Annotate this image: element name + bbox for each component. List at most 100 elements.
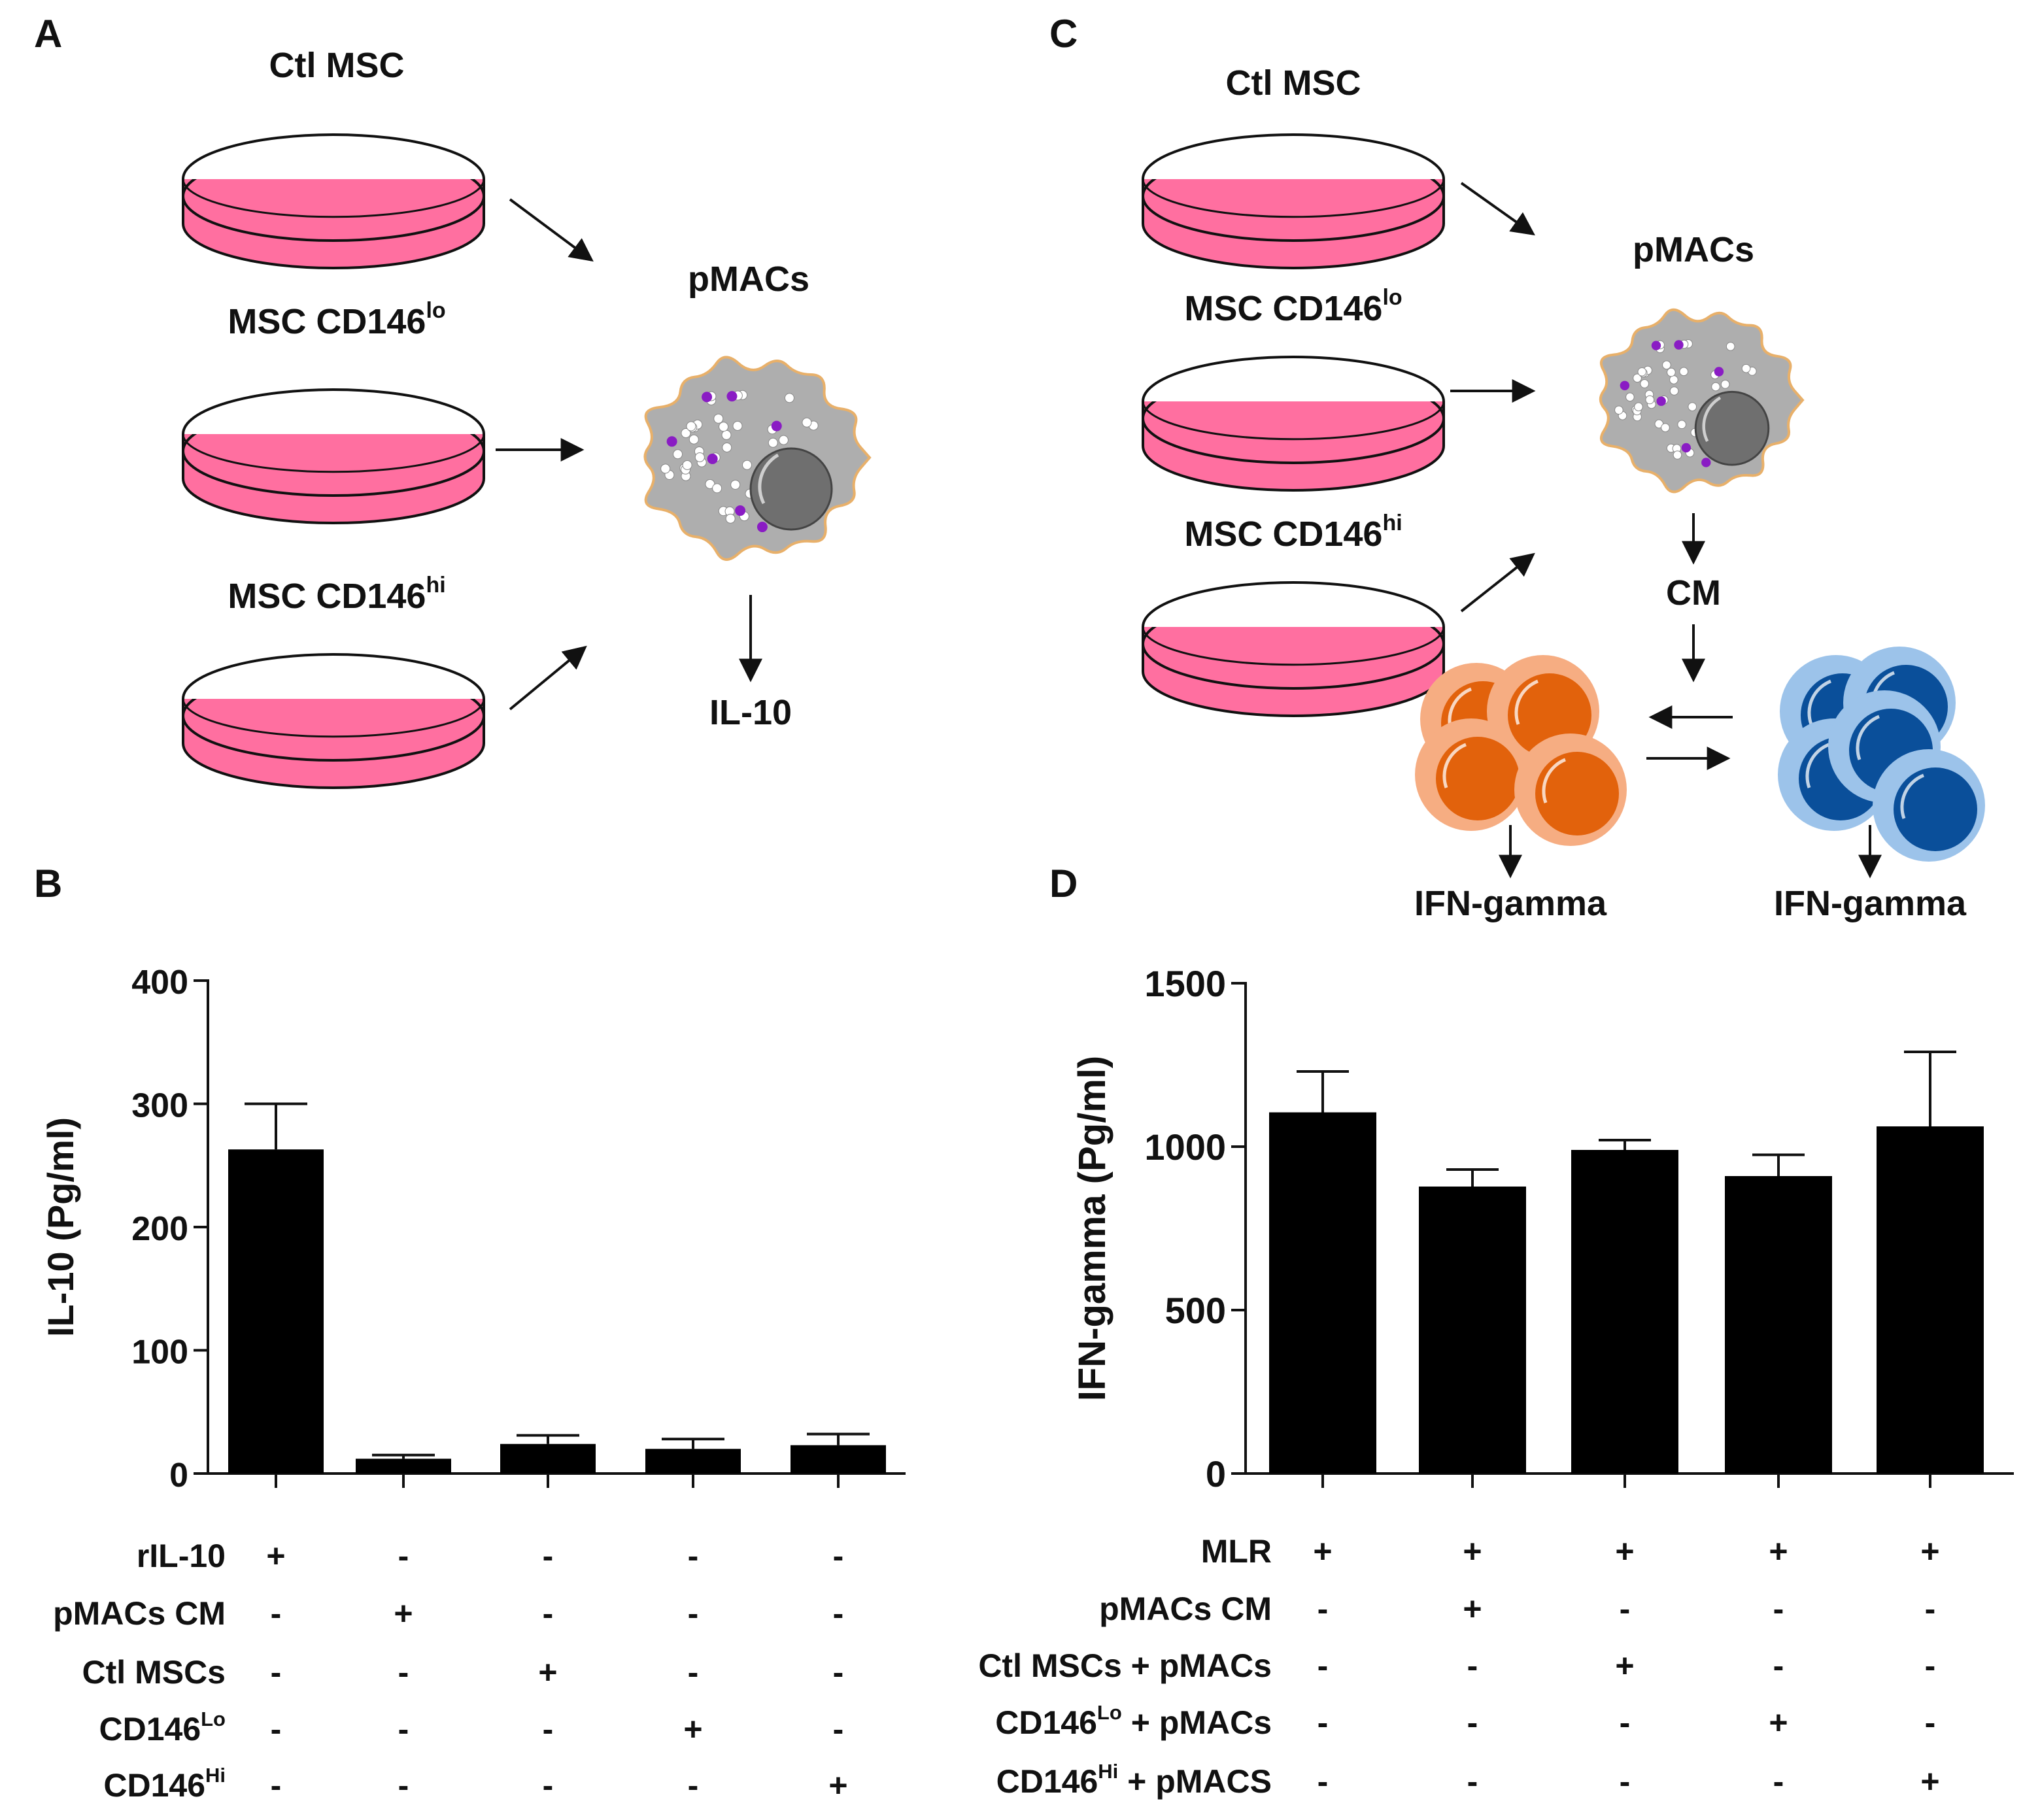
bar	[1725, 1176, 1832, 1474]
granule	[802, 417, 812, 428]
lymphocyte	[1894, 767, 1977, 851]
granule	[1614, 405, 1624, 415]
panel-d-letter: D	[1049, 862, 1078, 905]
condition-sign: +	[1463, 1591, 1482, 1627]
condition-sign: -	[688, 1538, 699, 1574]
lymphocyte-shine	[1807, 679, 1831, 725]
granule	[732, 420, 743, 431]
condition-sign: -	[398, 1711, 409, 1747]
panel-c-pmacs-label: pMACs	[1633, 230, 1754, 269]
panel-c: C Ctl MSC MSC CD146lo MSC CD146hi pMACs …	[1049, 12, 1985, 923]
panel-a-dish2-label: MSC CD146lo	[228, 298, 445, 341]
dish-lid-front	[1142, 178, 1445, 218]
lymphocyte	[1436, 737, 1520, 820]
granule	[1667, 367, 1676, 377]
condition-sign: -	[543, 1711, 554, 1747]
granule	[1634, 402, 1643, 412]
condition-sign: -	[398, 1654, 409, 1691]
panel-a-dish3-label: MSC CD146hi	[228, 573, 445, 616]
granule	[722, 442, 732, 452]
condition-sign: -	[833, 1595, 844, 1632]
condition-sign: -	[688, 1595, 699, 1632]
panel-a-letter: A	[34, 12, 62, 56]
purple-granule	[707, 453, 718, 464]
panel-a: A Ctl MSC MSC CD146lo MSC CD146hi pMACs …	[34, 12, 872, 789]
condition-sign: -	[1467, 1763, 1478, 1800]
dish-lid	[182, 133, 485, 180]
y-tick-label: 0	[169, 1457, 188, 1494]
panel-a-dish1-label: Ctl MSC	[269, 46, 405, 85]
granule	[712, 483, 722, 494]
granule	[682, 460, 692, 470]
condition-sign: +	[394, 1595, 413, 1632]
purple-granule	[1701, 458, 1711, 467]
bar	[356, 1458, 451, 1474]
dish-lid-front	[182, 178, 485, 218]
y-tick-label: 300	[131, 1087, 188, 1125]
condition-sign: -	[543, 1767, 554, 1804]
condition-sign: +	[1615, 1533, 1634, 1570]
condition-sign: -	[1318, 1647, 1329, 1684]
condition-sign: +	[266, 1538, 285, 1574]
lymphocyte-shine	[1514, 679, 1538, 725]
orange-lymphocyte-cluster	[1415, 655, 1627, 846]
dish-lid	[1142, 581, 1445, 628]
condition-label: rIL-10	[137, 1538, 226, 1574]
granule	[1711, 382, 1720, 392]
purple-granule	[1674, 340, 1684, 350]
granule	[686, 421, 696, 431]
granule	[673, 449, 683, 460]
y-tick-label: 100	[131, 1334, 188, 1372]
condition-sign: -	[1467, 1704, 1478, 1741]
condition-sign: -	[1925, 1647, 1936, 1684]
condition-sign: -	[1925, 1704, 1936, 1741]
purple-granule	[1714, 367, 1724, 377]
condition-sign: -	[688, 1767, 699, 1804]
condition-label: MLR	[1201, 1533, 1272, 1570]
condition-label: pMACs CM	[53, 1595, 226, 1632]
il10-bar-chart: 0 100 200 300 400 IL-10 (Pg/ml) rIL-10 + - - - - pMA…	[40, 964, 906, 1804]
granule	[721, 430, 732, 440]
bar	[1877, 1126, 1984, 1474]
arrow-a1	[509, 198, 594, 262]
panel-c-cm-label: CM	[1666, 573, 1721, 613]
granule	[1669, 386, 1679, 396]
granule	[1661, 423, 1670, 432]
condition-sign: -	[833, 1538, 844, 1574]
bar	[645, 1449, 741, 1474]
petri-dish-cd146-hi-c	[1142, 581, 1445, 717]
granule	[725, 513, 736, 524]
panel-c-output-left: IFN-gamma	[1414, 884, 1607, 923]
condition-sign: -	[398, 1767, 409, 1804]
lymphocyte	[1535, 752, 1619, 835]
condition-sign: -	[1318, 1763, 1329, 1800]
arrow-c1	[1460, 182, 1535, 236]
condition-label: CD146Lo + pMACs	[995, 1701, 1272, 1741]
lymphocyte-shine	[1856, 715, 1880, 760]
purple-granule	[702, 392, 713, 403]
granule	[1688, 402, 1697, 411]
condition-sign: +	[1769, 1704, 1788, 1741]
y-tick-label: 200	[131, 1210, 188, 1248]
bar	[500, 1443, 596, 1474]
granule	[742, 460, 753, 470]
granule	[694, 452, 705, 462]
lymphocyte-shine	[1900, 773, 1924, 819]
condition-sign: -	[1318, 1704, 1329, 1741]
condition-label: CD146Hi	[103, 1764, 226, 1804]
panel-a-output-label: IL-10	[709, 693, 792, 732]
granule	[1720, 380, 1730, 389]
condition-sign: +	[538, 1654, 557, 1691]
condition-sign: -	[1620, 1763, 1631, 1800]
bar	[228, 1149, 324, 1474]
granule	[1637, 367, 1647, 377]
purple-granule	[666, 436, 677, 447]
panel-c-letter: C	[1049, 12, 1078, 56]
condition-sign: -	[1620, 1704, 1631, 1741]
condition-sign: +	[828, 1767, 847, 1804]
condition-label: Ctl MSCs	[82, 1654, 226, 1691]
granule	[1662, 360, 1671, 370]
granule	[1741, 363, 1751, 373]
y-tick-label: 500	[1165, 1290, 1226, 1331]
granule	[1640, 379, 1649, 388]
